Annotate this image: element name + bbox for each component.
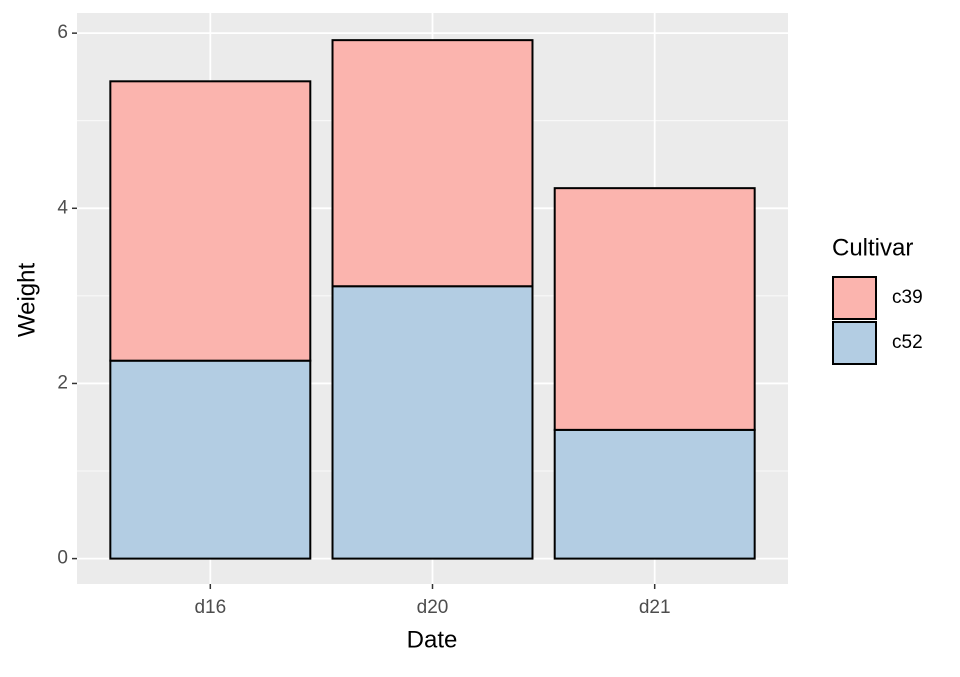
x-tick-label: d20 bbox=[417, 597, 449, 618]
bar-segment bbox=[553, 187, 756, 431]
x-axis-title: Date bbox=[407, 626, 458, 653]
legend: c39 c52 bbox=[832, 276, 923, 365]
y-tick-label: 0 bbox=[57, 548, 68, 569]
x-tick-label: d21 bbox=[639, 597, 671, 618]
legend-label: c52 bbox=[892, 332, 923, 353]
legend-key bbox=[832, 276, 877, 320]
bar-segment bbox=[109, 359, 312, 560]
bar-segment bbox=[331, 285, 534, 560]
y-tick-label: 4 bbox=[57, 197, 68, 218]
y-tick-label: 2 bbox=[57, 372, 68, 393]
y-axis-title: Weight bbox=[13, 263, 40, 338]
bars bbox=[109, 39, 756, 560]
y-tick-label: 6 bbox=[57, 22, 68, 43]
legend-label: c39 bbox=[892, 287, 923, 308]
bar-segment bbox=[109, 80, 312, 362]
legend-key bbox=[832, 321, 877, 365]
bar-segment bbox=[553, 428, 756, 560]
bar-segment bbox=[331, 39, 534, 288]
legend-title: Cultivar bbox=[832, 234, 913, 261]
x-tick-label: d16 bbox=[194, 597, 226, 618]
